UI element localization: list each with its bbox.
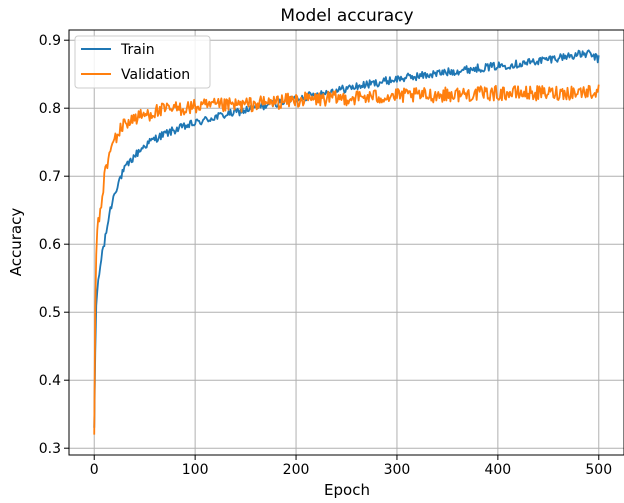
x-tick-label: 0 <box>90 462 99 478</box>
x-tick-label: 500 <box>585 462 612 478</box>
legend-label-train: Train <box>120 42 155 58</box>
y-tick-label: 0.7 <box>39 169 61 185</box>
x-tick-label: 100 <box>182 462 209 478</box>
x-tick-label: 400 <box>484 462 511 478</box>
legend-label-validation: Validation <box>121 67 190 83</box>
y-axis-title: Accuracy <box>7 208 25 277</box>
legend: Train Validation <box>74 35 211 89</box>
plot-frame <box>68 29 624 456</box>
y-tick-label: 0.4 <box>39 373 61 389</box>
y-tick-label: 0.6 <box>39 237 61 253</box>
series-line-validation <box>93 84 600 435</box>
tick-layer: 0 100 200 300 400 500 0.3 0.4 0.5 0.6 0.7 0.8 0.9 <box>39 33 612 478</box>
series-layer <box>93 49 600 435</box>
y-tick-label: 0.8 <box>39 101 61 117</box>
y-tick-label: 0.9 <box>39 33 61 49</box>
y-tick-label: 0.5 <box>39 305 61 321</box>
series-line-train <box>93 49 600 428</box>
x-tick-label: 200 <box>283 462 310 478</box>
chart-title: Model accuracy <box>280 6 413 26</box>
x-tick-label: 300 <box>384 462 411 478</box>
y-tick-label: 0.3 <box>39 441 61 457</box>
x-axis-title: Epoch <box>324 481 370 499</box>
